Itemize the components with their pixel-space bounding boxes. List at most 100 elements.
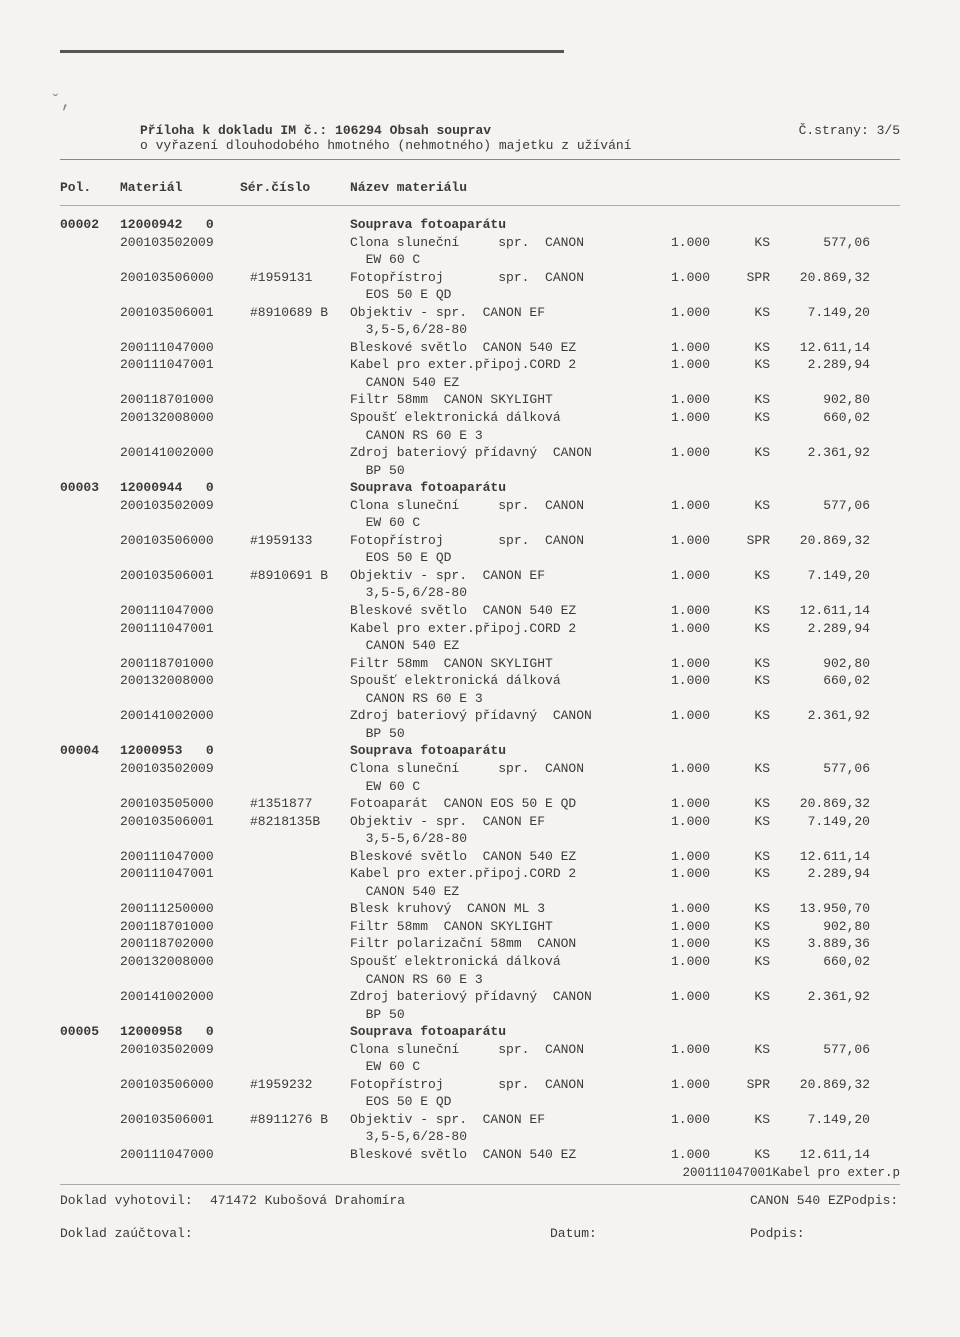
item-qty: 1.000 — [640, 760, 710, 778]
item-val: 577,06 — [770, 234, 870, 252]
footer-extra: CANON 540 EZPodpis: — [750, 1193, 900, 1208]
item-row: 200111047000Bleskové světlo CANON 540 EZ… — [60, 339, 900, 357]
item-qty: 1.000 — [640, 356, 710, 374]
item-row: 200103506000#1959232Fotopřístroj spr. CA… — [60, 1076, 900, 1094]
item-qty: 1.000 — [640, 935, 710, 953]
mat-cell: 12000953 0 — [120, 742, 250, 760]
item-mat: 200111047000 — [120, 602, 250, 620]
item-row: 200118701000Filtr 58mm CANON SKYLIGHT1.0… — [60, 655, 900, 673]
item-row-cont: EOS 50 E QD — [60, 549, 900, 567]
group-header: 0000312000944 0Souprava fotoaparátu — [60, 479, 900, 497]
item-unit: KS — [710, 953, 770, 971]
footer-rule-1 — [60, 1184, 900, 1185]
item-name: Bleskové světlo CANON 540 EZ — [350, 848, 640, 866]
item-name-cont: EW 60 C — [350, 514, 640, 532]
item-qty: 1.000 — [640, 409, 710, 427]
item-val: 12.611,14 — [770, 1146, 870, 1164]
item-name: Blesk kruhový CANON ML 3 — [350, 900, 640, 918]
item-ser — [250, 497, 350, 515]
item-ser — [250, 409, 350, 427]
item-name: Fotopřístroj spr. CANON — [350, 532, 640, 550]
item-ser — [250, 234, 350, 252]
item-name: Clona sluneční spr. CANON — [350, 1041, 640, 1059]
item-mat: 200103506000 — [120, 1076, 250, 1094]
item-qty: 1.000 — [640, 234, 710, 252]
item-mat: 200111047000 — [120, 339, 250, 357]
footer-posted-row: Doklad zaúčtoval: Datum: Podpis: — [60, 1226, 900, 1241]
item-mat: 200103506001 — [120, 567, 250, 585]
header-subtitle: o vyřazení dlouhodobého hmotného (nehmot… — [140, 138, 631, 153]
item-name: Spoušť elektronická dálková — [350, 953, 640, 971]
item-unit: KS — [710, 497, 770, 515]
item-qty: 1.000 — [640, 620, 710, 638]
item-row: 200118701000Filtr 58mm CANON SKYLIGHT1.0… — [60, 391, 900, 409]
item-row: 200111047001Kabel pro exter.připoj.CORD … — [60, 865, 900, 883]
name-cell: Souprava fotoaparátu — [350, 742, 640, 760]
item-row-cont: EW 60 C — [60, 778, 900, 796]
item-name: Fotoaparát CANON EOS 50 E QD — [350, 795, 640, 813]
item-row-cont: CANON RS 60 E 3 — [60, 971, 900, 989]
item-unit: SPR — [710, 1076, 770, 1094]
item-row: 200132008000Spoušť elektronická dálková1… — [60, 953, 900, 971]
item-qty: 1.000 — [640, 795, 710, 813]
item-row-cont: BP 50 — [60, 725, 900, 743]
item-row-cont: CANON 540 EZ — [60, 637, 900, 655]
item-row: 200118702000Filtr polarizační 58mm CANON… — [60, 935, 900, 953]
item-unit: KS — [710, 848, 770, 866]
item-row: 200111250000Blesk kruhový CANON ML 31.00… — [60, 900, 900, 918]
name-cell: Souprava fotoaparátu — [350, 216, 640, 234]
item-val: 577,06 — [770, 497, 870, 515]
item-row: 200103506001#8911276 BObjektiv - spr. CA… — [60, 1111, 900, 1129]
item-row: 200103502009Clona sluneční spr. CANON1.0… — [60, 234, 900, 252]
item-qty: 1.000 — [640, 1146, 710, 1164]
item-mat: 200111047001 — [120, 865, 250, 883]
item-val: 2.361,92 — [770, 444, 870, 462]
item-name: Spoušť elektronická dálková — [350, 409, 640, 427]
item-name-cont: CANON 540 EZ — [350, 374, 640, 392]
item-qty: 1.000 — [640, 602, 710, 620]
item-ser — [250, 848, 350, 866]
item-ser: #8911276 B — [250, 1111, 350, 1129]
item-row-cont: 3,5-5,6/28-80 — [60, 321, 900, 339]
item-mat: 200141002000 — [120, 707, 250, 725]
item-val: 2.361,92 — [770, 707, 870, 725]
item-name-cont: BP 50 — [350, 462, 640, 480]
item-name-cont: CANON RS 60 E 3 — [350, 971, 640, 989]
col-serial: Sér.číslo — [240, 180, 350, 195]
item-val: 902,80 — [770, 655, 870, 673]
item-unit: KS — [710, 900, 770, 918]
item-qty: 1.000 — [640, 1041, 710, 1059]
item-qty: 1.000 — [640, 813, 710, 831]
item-ser — [250, 935, 350, 953]
name-cell: Souprava fotoaparátu — [350, 1023, 640, 1041]
item-mat: 200103502009 — [120, 760, 250, 778]
item-name: Filtr 58mm CANON SKYLIGHT — [350, 918, 640, 936]
item-name-cont: EOS 50 E QD — [350, 286, 640, 304]
item-row-cont: CANON RS 60 E 3 — [60, 427, 900, 445]
ser-cell — [250, 479, 350, 497]
item-unit: KS — [710, 356, 770, 374]
item-qty: 1.000 — [640, 1076, 710, 1094]
item-ser: #8218135B — [250, 813, 350, 831]
item-unit: KS — [710, 760, 770, 778]
item-qty: 1.000 — [640, 532, 710, 550]
item-val: 3.889,36 — [770, 935, 870, 953]
item-qty: 1.000 — [640, 567, 710, 585]
item-row: 200103506001#8910691 BObjektiv - spr. CA… — [60, 567, 900, 585]
item-name: Filtr polarizační 58mm CANON — [350, 935, 640, 953]
mat-cell: 12000944 0 — [120, 479, 250, 497]
item-name: Bleskové světlo CANON 540 EZ — [350, 602, 640, 620]
title-suffix: Obsah souprav — [382, 123, 491, 138]
item-ser: #8910689 B — [250, 304, 350, 322]
item-name-cont: CANON 540 EZ — [350, 637, 640, 655]
item-ser: #1351877 — [250, 795, 350, 813]
footer-created-row: Doklad vyhotovil: 471472 Kubošová Drahom… — [60, 1193, 900, 1208]
item-mat: 200103506001 — [120, 1111, 250, 1129]
item-ser — [250, 655, 350, 673]
item-name: Spoušť elektronická dálková — [350, 672, 640, 690]
date-label: Datum: — [550, 1226, 750, 1241]
mat-cell: 12000942 0 — [120, 216, 250, 234]
item-row: 200141002000Zdroj bateriový přídavný CAN… — [60, 988, 900, 1006]
item-ser — [250, 900, 350, 918]
item-val: 660,02 — [770, 953, 870, 971]
